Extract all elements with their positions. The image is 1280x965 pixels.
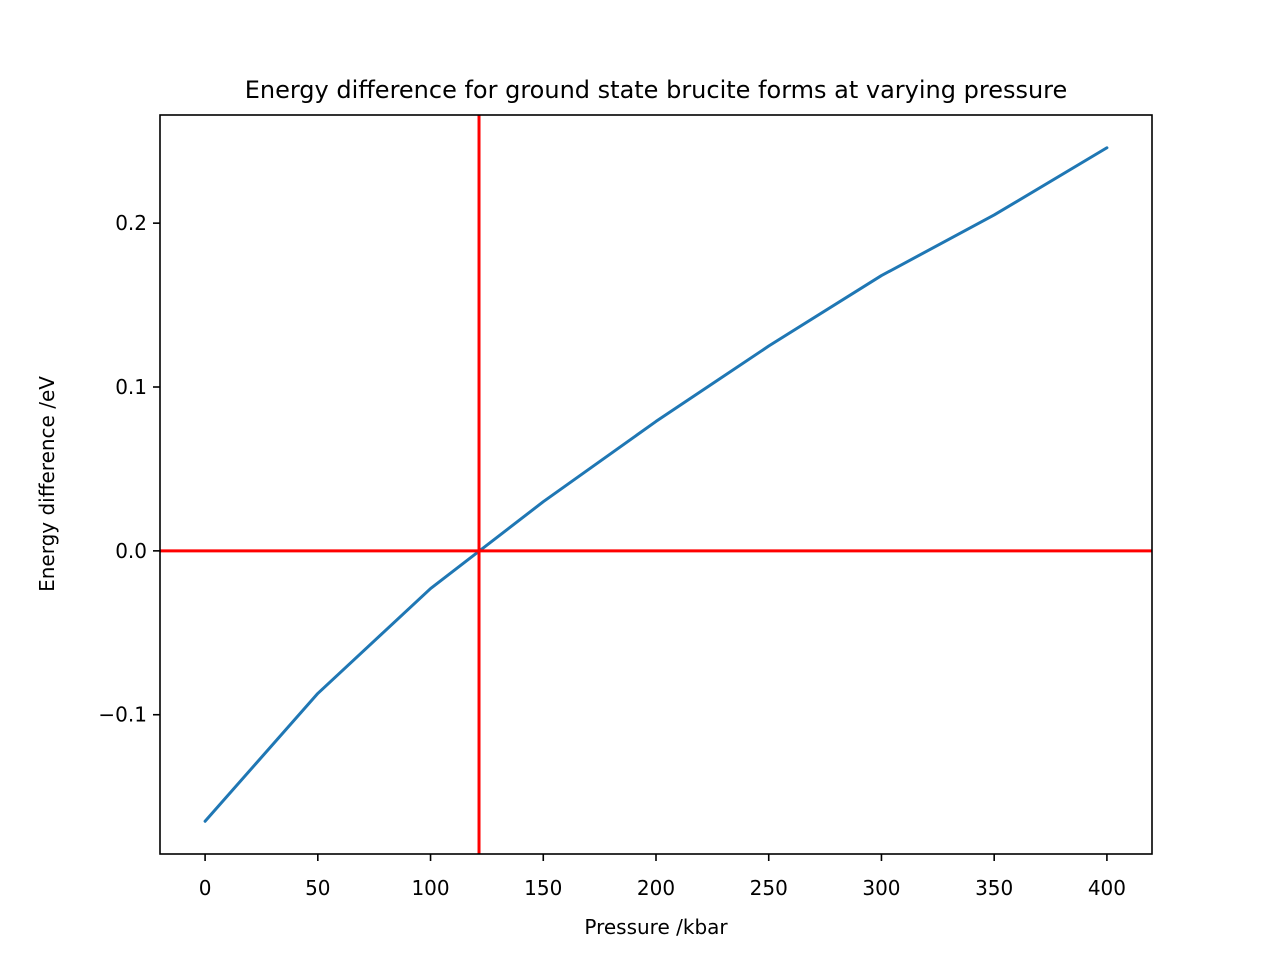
x-tick-label: 150 bbox=[524, 876, 562, 900]
x-tick-label: 250 bbox=[750, 876, 788, 900]
x-tick-label: 50 bbox=[305, 876, 330, 900]
x-tick-label: 400 bbox=[1088, 876, 1126, 900]
x-tick-label: 350 bbox=[975, 876, 1013, 900]
y-tick-label: 0.2 bbox=[115, 211, 147, 235]
y-tick-label: 0.1 bbox=[115, 375, 147, 399]
y-axis-label: Energy difference /eV bbox=[35, 376, 59, 592]
series-line-0 bbox=[203, 146, 1109, 823]
chart-title: Energy difference for ground state bruci… bbox=[245, 76, 1068, 104]
y-tick-label: 0.0 bbox=[115, 539, 147, 563]
x-tick-label: 300 bbox=[862, 876, 900, 900]
x-axis-label: Pressure /kbar bbox=[584, 915, 728, 939]
y-tick-label: −0.1 bbox=[98, 703, 147, 727]
x-tick-label: 100 bbox=[411, 876, 449, 900]
x-tick-label: 0 bbox=[199, 876, 212, 900]
x-tick-label: 200 bbox=[637, 876, 675, 900]
plot-area: 0 50 100 150 200 250 300 350 400 −0.1 0.0 0.1 0.2 bbox=[98, 114, 1153, 900]
